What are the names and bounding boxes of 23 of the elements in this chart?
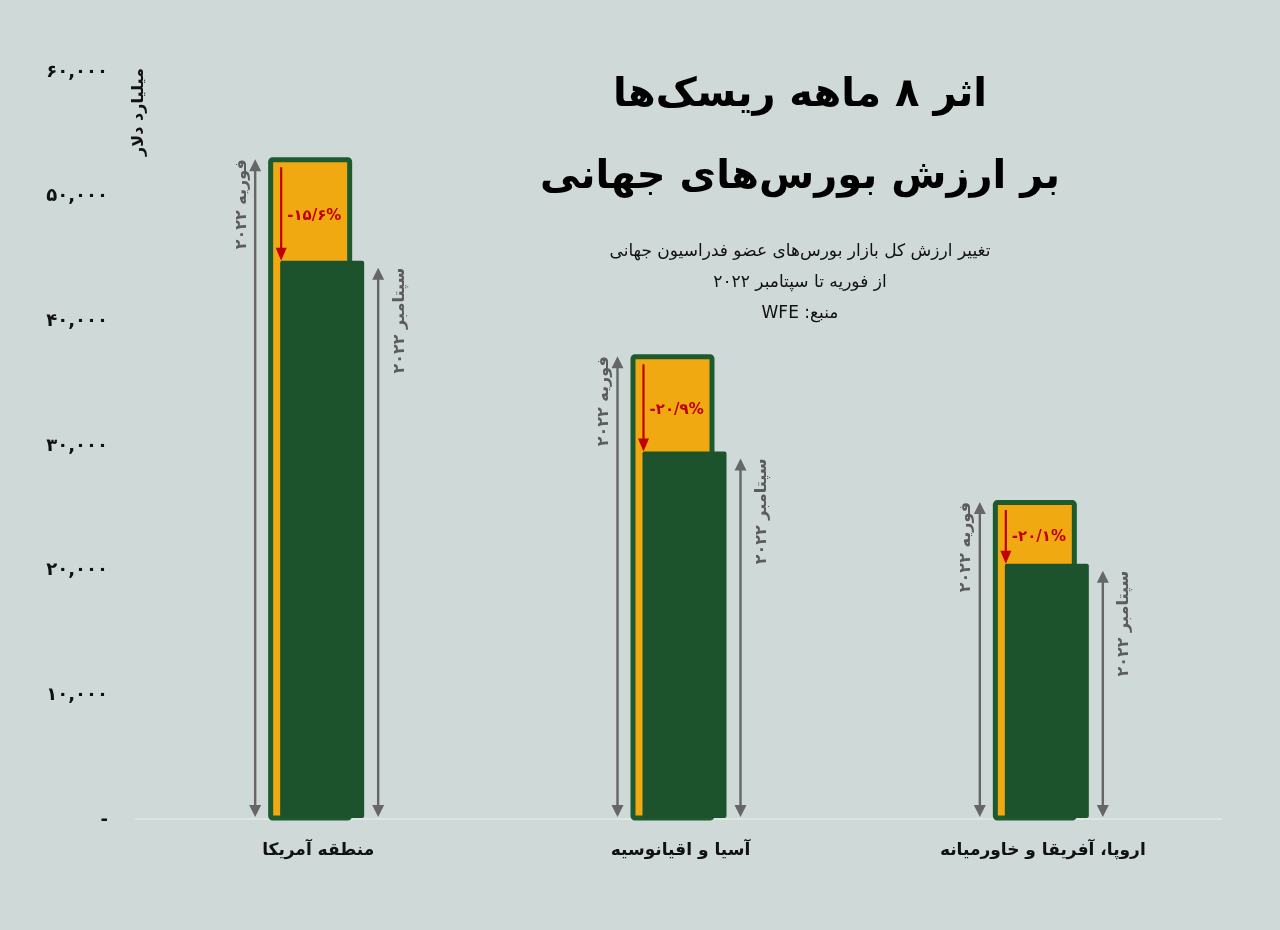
annotation: -۱۵/۶% — [287, 206, 342, 225]
y-axis-title: میلیارد دلار — [127, 68, 147, 157]
text: سپتامبر ۲۰۲۲ — [1113, 570, 1133, 677]
text: فوریه ۲۰۲۲ — [230, 159, 250, 250]
y-tick-label: ۱۰,۰۰۰ — [46, 682, 108, 704]
x-tick-label: اروپا، آفریقا و خاورمیانه — [939, 838, 1146, 860]
y-tick-label: ۶۰,۰۰۰ — [46, 59, 108, 81]
y-tick-label: - — [100, 807, 108, 829]
y-tick-label: ۲۰,۰۰۰ — [46, 558, 108, 580]
x-tick-label: منطقه آمریکا — [262, 838, 375, 860]
annotation: -۲۰/۹% — [649, 399, 704, 418]
annotation: -۲۰/۱% — [1011, 526, 1067, 545]
y-tick-label: ۴۰,۰۰۰ — [46, 308, 108, 330]
text: سپتامبر ۲۰۲۲ — [751, 458, 770, 565]
y-tick-label: ۳۰,۰۰۰ — [46, 433, 108, 455]
text: سپتامبر ۲۰۲۲ — [388, 267, 409, 374]
text: فوریه ۲۰۲۲ — [593, 356, 612, 447]
text: فوریه ۲۰۲۲ — [955, 502, 975, 593]
annotation: منبع: WFE — [761, 302, 839, 323]
text: تغییر ارزش کل بازار بورس‌های عضو فدراسیون جهانی از فوریه تا سپتامبر ۲۰۲۲ — [609, 240, 991, 292]
y-tick-label: ۵۰,۰۰۰ — [46, 184, 108, 206]
text: اثر ۸ ماهه ریسک‌ها بر ارزش بورس‌های جهانی — [539, 69, 1061, 198]
x-tick-label: آسیا و اقیانوسیه — [610, 838, 752, 860]
